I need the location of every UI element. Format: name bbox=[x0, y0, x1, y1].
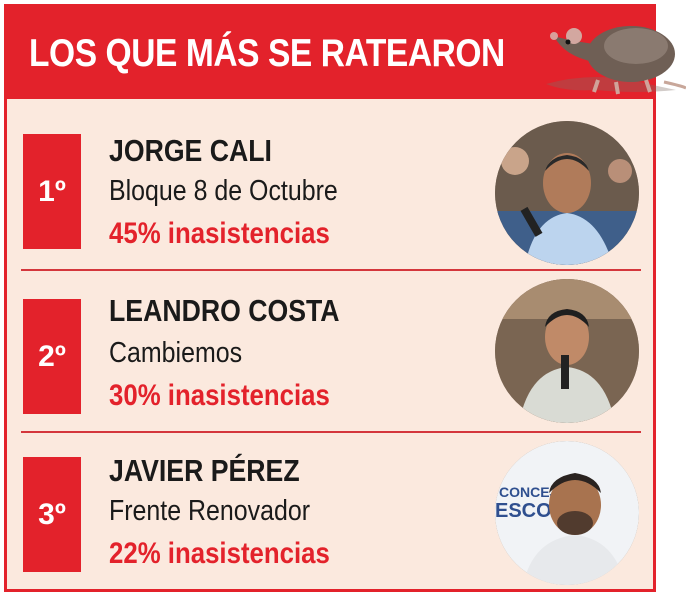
councilor-party: Cambiemos bbox=[109, 337, 243, 369]
councilor-party: Frente Renovador bbox=[109, 495, 311, 527]
councilor-party: Bloque 8 de Octubre bbox=[109, 175, 338, 207]
ranking-row-3: 3º JAVIER PÉREZ Frente Renovador 22% ina… bbox=[11, 437, 655, 592]
absence-percentage: 22% inasistencias bbox=[109, 537, 330, 570]
absence-percentage: 30% inasistencias bbox=[109, 379, 330, 412]
councilor-photo bbox=[495, 121, 639, 265]
councilor-name: LEANDRO COSTA bbox=[109, 293, 340, 328]
page-title: LOS QUE MÁS SE RATEARON bbox=[29, 32, 505, 75]
absence-percentage: 45% inasistencias bbox=[109, 217, 330, 250]
rank-badge: 2º bbox=[23, 299, 81, 414]
rank-badge: 1º bbox=[23, 134, 81, 249]
ranking-row-2: 2º LEANDRO COSTA Cambiemos 30% inasisten… bbox=[11, 275, 655, 435]
divider bbox=[21, 431, 641, 433]
header-banner: LOS QUE MÁS SE RATEARON bbox=[7, 7, 653, 99]
divider bbox=[21, 269, 641, 271]
rank-badge: 3º bbox=[23, 457, 81, 572]
councilor-name: JORGE CALI bbox=[109, 133, 272, 168]
councilor-photo: CONCEJO ESCOB bbox=[495, 441, 639, 585]
councilor-photo bbox=[495, 279, 639, 423]
rat-icon bbox=[536, 0, 686, 100]
photo-backdrop-text: ESCOB bbox=[495, 500, 566, 522]
ranking-row-1: 1º JORGE CALI Bloque 8 de Octubre 45% in… bbox=[11, 107, 655, 277]
councilor-name: JAVIER PÉREZ bbox=[109, 453, 300, 488]
ranking-card: LOS QUE MÁS SE RATEARON 1º JORGE CALI Bl… bbox=[4, 4, 656, 592]
